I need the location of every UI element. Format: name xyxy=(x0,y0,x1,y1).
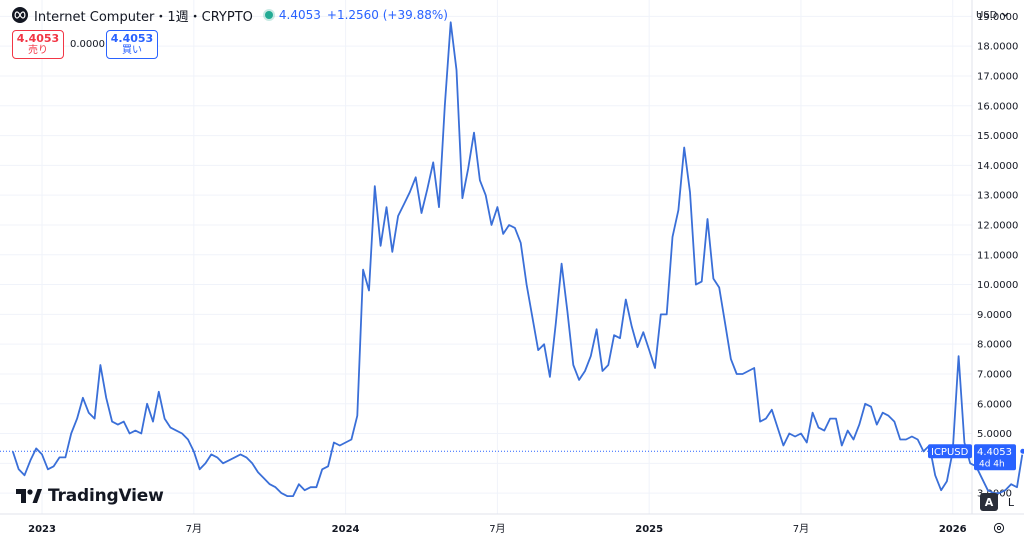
y-tick-label: 19.0000 xyxy=(977,12,1018,23)
spread-value: 0.0000 xyxy=(70,39,105,50)
y-tick-label: 15.0000 xyxy=(977,131,1018,142)
price-series-line[interactable] xyxy=(11,21,1024,497)
grid xyxy=(0,0,972,514)
currency-label: USD xyxy=(976,9,998,21)
tradingview-logo-icon xyxy=(16,489,42,503)
sell-label: 売り xyxy=(28,44,48,56)
last-price-value: 4.4053 xyxy=(977,447,1012,458)
price-axis[interactable]: 3.00004.00005.00006.00007.00008.00009.00… xyxy=(977,12,1018,500)
x-tick-label: 7月 xyxy=(793,523,809,535)
gear-icon[interactable] xyxy=(991,520,1007,536)
header-price-change: +1.2560 (+39.88%) xyxy=(326,8,448,22)
y-tick-label: 16.0000 xyxy=(977,101,1018,112)
x-tick-label: 2023 xyxy=(28,524,56,535)
y-tick-label: 10.0000 xyxy=(977,280,1018,291)
last-price-badge: 4.4053 4d 4h xyxy=(974,444,1016,471)
x-tick-label: 2024 xyxy=(332,524,360,535)
y-tick-label: 17.0000 xyxy=(977,71,1018,82)
last-price-marker xyxy=(1019,447,1024,455)
sell-button[interactable]: 4.4053 売り xyxy=(12,30,64,59)
tradingview-branding[interactable]: TradingView xyxy=(16,486,164,506)
buy-button[interactable]: 4.4053 買い xyxy=(106,30,158,59)
auto-scale-button[interactable]: A xyxy=(980,493,998,511)
x-tick-label: 7月 xyxy=(186,523,202,535)
bar-countdown: 4d 4h xyxy=(979,459,1005,469)
y-tick-label: 11.0000 xyxy=(977,250,1018,261)
x-tick-label: 7月 xyxy=(489,523,505,535)
y-tick-label: 12.0000 xyxy=(977,220,1018,231)
chart-header: Internet Computer・1週・CRYPTO 4.4053 +1.256… xyxy=(12,6,448,25)
x-tick-label: 2026 xyxy=(939,524,967,535)
symbol-label: ICPUSD xyxy=(928,444,972,459)
y-tick-label: 5.0000 xyxy=(977,429,1012,440)
sell-price: 4.4053 xyxy=(16,31,60,45)
tradingview-wordmark: TradingView xyxy=(48,486,164,506)
log-scale-button[interactable]: L xyxy=(1007,495,1015,509)
y-tick-label: 9.0000 xyxy=(977,310,1012,321)
header-price: 4.4053 +1.2560 (+39.88%) xyxy=(279,8,448,22)
quote-panel: 4.4053 売り 0.0000 4.4053 買い xyxy=(12,30,158,59)
time-axis[interactable]: 2023 7月 2024 7月 2025 7月 2026 xyxy=(28,523,967,535)
y-tick-label: 7.0000 xyxy=(977,369,1012,380)
buy-price: 4.4053 xyxy=(110,31,154,45)
x-tick-label: 2025 xyxy=(635,524,663,535)
symbol-label-bg xyxy=(928,444,972,459)
last-price-badge-bg xyxy=(974,444,1016,471)
y-tick-label: 13.0000 xyxy=(977,191,1018,202)
currency-selector[interactable]: USD xyxy=(976,7,1016,23)
y-tick-label: 6.0000 xyxy=(977,399,1012,410)
symbol-title[interactable]: Internet Computer・1週・CRYPTO xyxy=(34,9,253,25)
market-status-icon xyxy=(264,11,273,19)
header-last-price: 4.4053 xyxy=(278,8,321,22)
y-tick-label: 8.0000 xyxy=(977,340,1012,351)
y-tick-label: 18.0000 xyxy=(977,42,1018,53)
y-tick-label: 14.0000 xyxy=(977,161,1018,172)
chevron-down-icon xyxy=(1001,12,1009,17)
symbol-label-text: ICPUSD xyxy=(931,447,969,458)
buy-label: 買い xyxy=(122,44,142,56)
internet-computer-logo-icon xyxy=(12,7,28,23)
